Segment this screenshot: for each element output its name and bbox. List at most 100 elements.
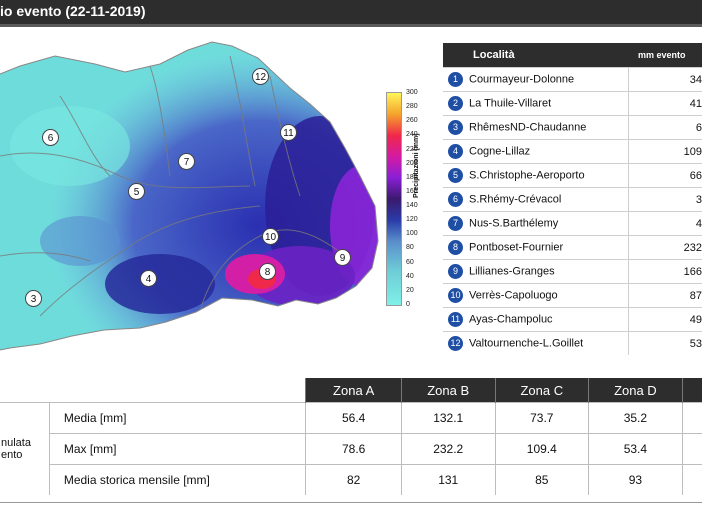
- locality-number-badge: 9: [448, 264, 463, 279]
- locality-name: Pontboset-Fournier: [469, 241, 564, 254]
- locality-value: 109: [628, 139, 702, 164]
- page-title: io evento (22-11-2019): [0, 3, 146, 19]
- zone-extra-cell: [681, 464, 702, 495]
- locality-number-badge: 4: [448, 144, 463, 159]
- zone-value-cell: 73.7: [494, 402, 589, 434]
- map-marker-11: 11: [280, 124, 297, 141]
- zone-a-header: Zona A: [305, 378, 402, 403]
- locality-value: 166: [628, 259, 702, 284]
- locality-row: 5 S.Christophe-Aeroporto 66: [443, 163, 702, 188]
- zone-c-header: Zona C: [494, 378, 589, 403]
- locality-value: 3: [628, 187, 702, 212]
- locality-number-badge: 2: [448, 96, 463, 111]
- zone-value-cell: 82: [305, 464, 402, 495]
- locality-name-cell: 9 Lillianes-Granges: [443, 259, 629, 284]
- colorbar-tick: 60: [406, 258, 414, 266]
- zone-value-cell: 93: [588, 464, 683, 495]
- locality-number-badge: 12: [448, 336, 463, 351]
- zones-corner-2: [49, 378, 306, 403]
- locality-row: 6 S.Rhémy-Crévacol 3: [443, 187, 702, 212]
- locality-name-cell: 6 S.Rhémy-Crévacol: [443, 187, 629, 212]
- colorbar-tick: 240: [406, 131, 418, 139]
- colorbar-tick: 260: [406, 117, 418, 125]
- locality-value: 41: [628, 91, 702, 116]
- locality-value: 34: [628, 67, 702, 92]
- zone-value-cell: 78.6: [305, 433, 402, 465]
- map-marker-9: 9: [334, 249, 351, 266]
- colorbar-tick: 80: [406, 244, 414, 252]
- map-marker-4: 4: [140, 270, 157, 287]
- localities-table: Località mm evento 1 Courmayeur-Dolonne 34…: [443, 43, 702, 355]
- locality-name: Verrès-Capoluogo: [469, 289, 558, 302]
- locality-row: 2 La Thuile-Villaret 41: [443, 91, 702, 116]
- locality-name-cell: 7 Nus-S.Barthélemy: [443, 211, 629, 236]
- locality-row: 3 RhêmesND-Chaudanne 6: [443, 115, 702, 140]
- locality-number-badge: 5: [448, 168, 463, 183]
- zone-value-cell: 109.4: [494, 433, 589, 465]
- locality-row: 8 Pontboset-Fournier 232: [443, 235, 702, 260]
- precipitation-map: [0, 41, 379, 351]
- zone-row: Media storica mensile [mm] 82 131 85 93: [0, 464, 702, 495]
- locality-value: 232: [628, 235, 702, 260]
- bottom-divider: [0, 502, 702, 503]
- locality-number-badge: 11: [448, 312, 463, 327]
- colorbar-tick: 40: [406, 272, 414, 280]
- locality-row: 10 Verrès-Capoluogo 87: [443, 283, 702, 308]
- colorbar-tick: 300: [406, 89, 418, 96]
- locality-number-badge: 6: [448, 192, 463, 207]
- zone-value-cell: 85: [494, 464, 589, 495]
- locality-name-cell: 3 RhêmesND-Chaudanne: [443, 115, 629, 140]
- locality-number-badge: 8: [448, 240, 463, 255]
- locality-name-cell: 8 Pontboset-Fournier: [443, 235, 629, 260]
- locality-number-badge: 3: [448, 120, 463, 135]
- locality-value: 53: [628, 331, 702, 355]
- zone-row-label: Max [mm]: [48, 433, 306, 465]
- locality-value: 6: [628, 115, 702, 140]
- zones-table: Zona A Zona B Zona C Zona D nulata ento Me…: [0, 378, 702, 495]
- map-marker-8: 8: [259, 263, 276, 280]
- colorbar-tick: 180: [406, 173, 418, 181]
- locality-name: Cogne-Lillaz: [469, 145, 531, 158]
- locality-name-cell: 1 Courmayeur-Dolonne: [443, 67, 629, 92]
- locality-row: 7 Nus-S.Barthélemy 4: [443, 211, 702, 236]
- locality-row: 1 Courmayeur-Dolonne 34: [443, 67, 702, 92]
- map-marker-10: 10: [262, 228, 279, 245]
- zones-row-group-label: nulata ento: [0, 402, 50, 495]
- colorbar-tick: 120: [406, 216, 418, 224]
- colorbar-tick: 160: [406, 187, 418, 195]
- locality-name-cell: 10 Verrès-Capoluogo: [443, 283, 629, 308]
- colorbar-tick: 140: [406, 202, 418, 210]
- zone-value-cell: 53.4: [588, 433, 683, 465]
- zone-row-label: Media storica mensile [mm]: [48, 464, 306, 495]
- locality-name: Valtournenche-L.Goillet: [469, 337, 584, 350]
- locality-name-cell: 11 Ayas-Champoluc: [443, 307, 629, 332]
- locality-name: RhêmesND-Chaudanne: [469, 121, 587, 134]
- zone-row-label: Media [mm]: [48, 402, 306, 434]
- zone-row: nulata ento Media [mm] 56.4 132.1 73.7 35.2: [0, 402, 702, 495]
- map-marker-5: 5: [128, 183, 145, 200]
- locality-number-badge: 7: [448, 216, 463, 231]
- zone-value-cell: 56.4: [305, 402, 402, 434]
- locality-name: S.Christophe-Aeroporto: [469, 169, 585, 182]
- zone-value-cell: 132.1: [400, 402, 495, 434]
- locality-name: Ayas-Champoluc: [469, 313, 553, 326]
- map-marker-12: 12: [252, 68, 269, 85]
- locality-name: S.Rhémy-Crévacol: [469, 193, 562, 206]
- zones-group-label-2: ento: [1, 449, 23, 461]
- colorbar-tick: 20: [406, 286, 414, 294]
- zones-corner: [0, 378, 50, 403]
- locality-name-cell: 5 S.Christophe-Aeroporto: [443, 163, 629, 188]
- locality-row: 9 Lillianes-Granges 166: [443, 259, 702, 284]
- colorbar-tick: 0: [406, 301, 410, 308]
- colorbar: [386, 92, 402, 306]
- zone-b-header: Zona B: [400, 378, 495, 403]
- col-header-location: Località: [443, 43, 629, 68]
- colorbar-tick: 220: [406, 145, 418, 153]
- zone-row: Max [mm] 78.6 232.2 109.4 53.4: [0, 433, 702, 465]
- locality-number-badge: 1: [448, 72, 463, 87]
- locality-value: 4: [628, 211, 702, 236]
- map-marker-3: 3: [25, 290, 42, 307]
- locality-row: 12 Valtournenche-L.Goillet 53: [443, 331, 702, 355]
- map-marker-7: 7: [178, 153, 195, 170]
- locality-name: La Thuile-Villaret: [469, 97, 552, 110]
